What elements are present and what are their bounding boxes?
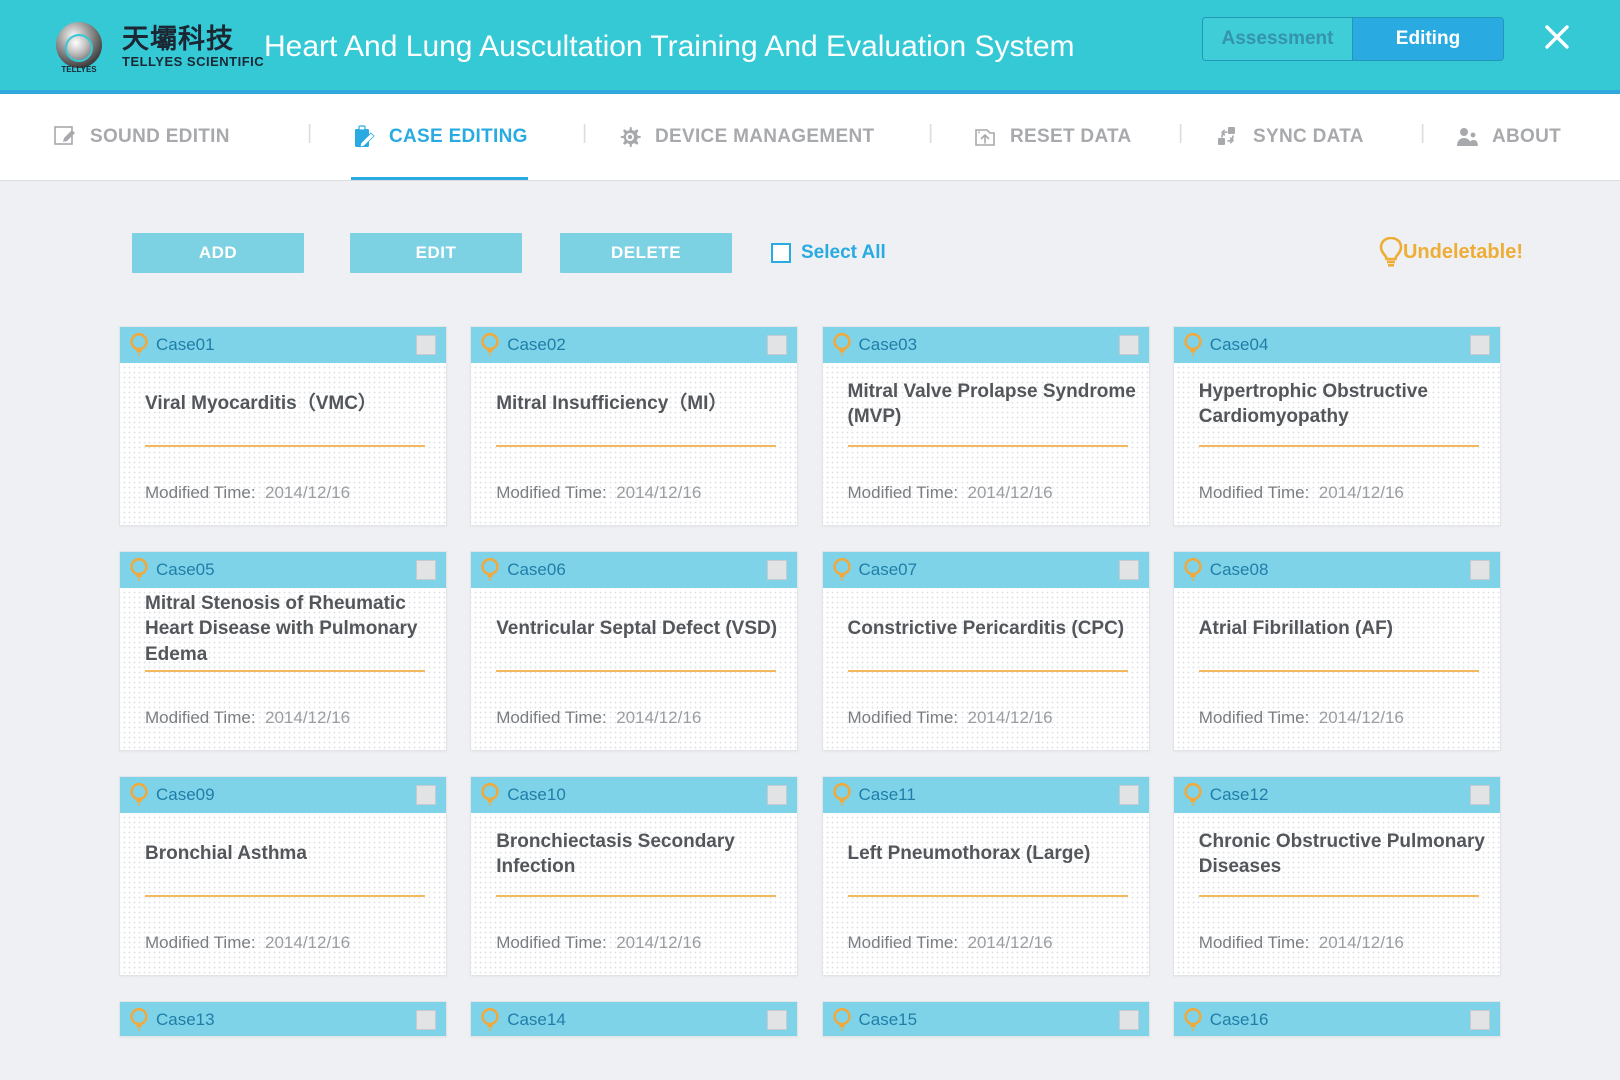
- svg-text:TELLYES: TELLYES: [61, 65, 97, 74]
